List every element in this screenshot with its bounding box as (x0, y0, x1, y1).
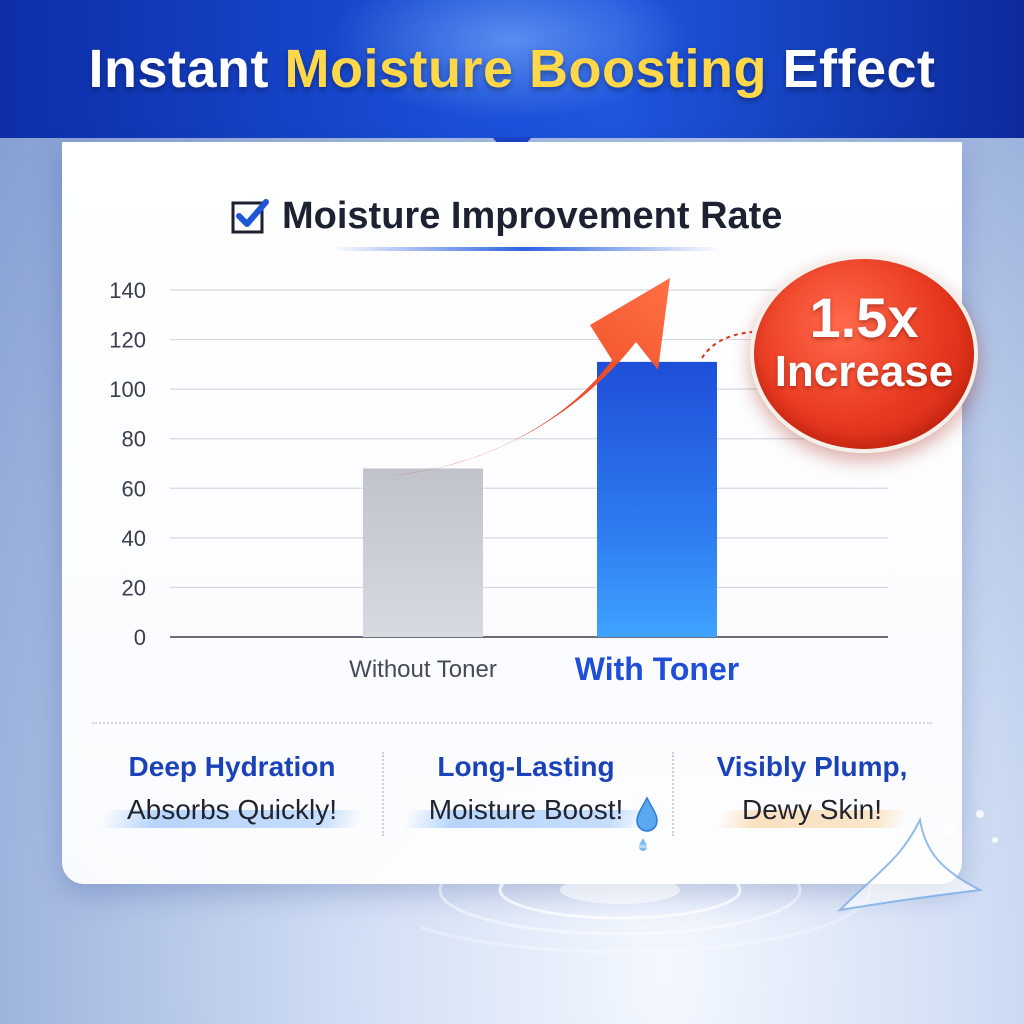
banner-title-post: Effect (766, 39, 936, 99)
banner-title: Instant Moisture Boosting Effect (0, 38, 1024, 100)
banner-title-pre: Instant (88, 39, 285, 99)
y-tick-label: 0 (134, 625, 146, 650)
y-tick-label: 60 (122, 476, 146, 501)
feature-title: Long-Lasting (437, 751, 615, 782)
top-banner: Instant Moisture Boosting Effect (0, 0, 1024, 138)
badge-multiplier: 1.5x (809, 286, 919, 349)
feature-deep-hydration: Deep Hydration Absorbs Quickly! (100, 748, 364, 828)
chart-title: Moisture Improvement Rate (230, 192, 782, 240)
feature-subtitle: Moisture Boost! (401, 792, 651, 828)
bar-with-toner (597, 361, 717, 637)
y-tick-label: 20 (122, 575, 146, 600)
features-divider (92, 722, 932, 724)
y-tick-label: 120 (109, 328, 146, 353)
feature-separator (672, 752, 674, 836)
water-drop-icon (636, 796, 658, 851)
chart-title-underline (330, 247, 720, 251)
feature-separator (382, 752, 384, 836)
y-tick-label: 140 (109, 278, 146, 303)
checkbox-checked-icon (231, 199, 269, 234)
feature-title: Visibly Plump, (716, 751, 908, 782)
water-splash-icon (837, 810, 998, 912)
increase-badge: 1.5x Increase (750, 255, 978, 453)
y-tick-label: 80 (122, 427, 146, 452)
y-axis-ticks: 0 20 40 60 80 100 120 140 (109, 278, 146, 650)
x-tick-label: Without Toner (349, 656, 497, 683)
bars (363, 361, 717, 637)
bar-without-toner (363, 468, 483, 637)
banner-title-highlight: Moisture Boosting (284, 39, 767, 99)
y-tick-label: 40 (122, 526, 146, 551)
badge-connector (701, 331, 753, 359)
x-axis-labels: Without Toner With Toner (349, 651, 739, 687)
arrow-up-right-icon (384, 278, 670, 476)
x-tick-label: With Toner (575, 651, 739, 687)
badge-label: Increase (774, 347, 954, 396)
feature-subtitle: Absorbs Quickly! (100, 792, 364, 828)
feature-visibly-plump: Visibly Plump, Dewy Skin! (682, 748, 942, 828)
y-tick-label: 100 (109, 377, 146, 402)
feature-title: Deep Hydration (128, 751, 336, 782)
chart-title-text: Moisture Improvement Rate (282, 194, 783, 237)
feature-subtitle: Dewy Skin! (715, 792, 909, 828)
feature-long-lasting: Long-Lasting Moisture Boost! (396, 748, 656, 828)
banner-glow (330, 0, 690, 120)
